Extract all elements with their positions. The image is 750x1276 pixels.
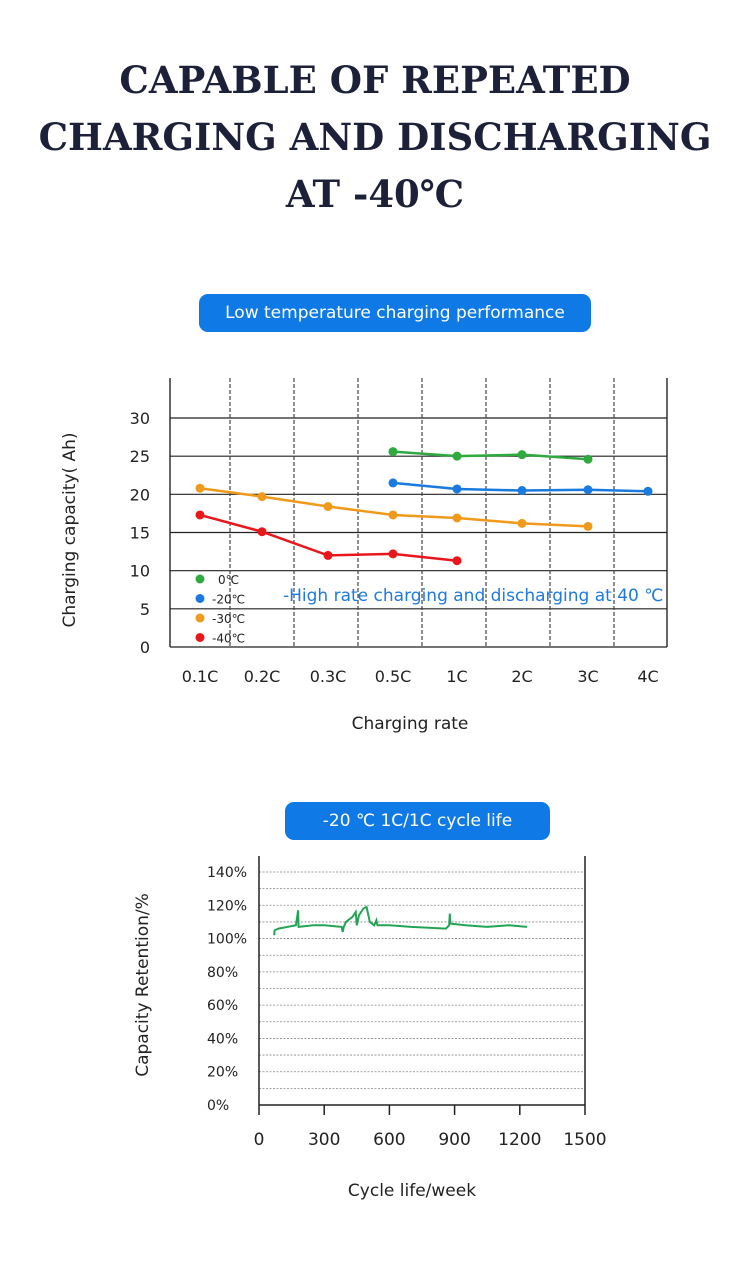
chart1-data-point (388, 478, 398, 488)
chart1-data-point (257, 492, 267, 502)
chart1-data-point (583, 485, 593, 495)
chart1-data-point (452, 484, 462, 494)
chart1-title-pill: Low temperature charging performance (199, 294, 591, 332)
chart1-data-point (195, 483, 205, 493)
chart1-y-tick: 25 (130, 447, 150, 466)
chart1-legend-marker (195, 633, 205, 642)
chart2-x-tick: 900 (438, 1130, 470, 1150)
chart1-legend-label: 0℃ (218, 573, 239, 587)
chart1-y-label: Charging capacity( Ah) (60, 432, 80, 627)
chart1-data-point (195, 510, 205, 520)
chart1-data-point (452, 513, 462, 523)
chart1-y-tick: 5 (140, 600, 150, 619)
chart2-title-pill: -20 ℃ 1C/1C cycle life (285, 802, 550, 840)
chart1-y-tick: 10 (130, 562, 150, 581)
chart1-legend-label: -20℃ (212, 593, 245, 607)
chart1-data-point (323, 502, 333, 512)
headline-line-1: CAPABLE OF REPEATED (119, 58, 631, 102)
chart1-data-point (643, 486, 653, 496)
chart2-x-tick: 1200 (498, 1130, 541, 1150)
chart2-y-tick: 60% (207, 998, 238, 1014)
chart1-x-tick: 0.1C (182, 667, 219, 686)
chart1-annotation: -High rate charging and discharging at 4… (283, 586, 663, 606)
chart1-data-point (388, 510, 398, 520)
headline-line-2: CHARGING AND DISCHARGING (38, 115, 712, 159)
chart2-y-label: Capacity Retention/% (133, 893, 153, 1077)
chart2-x-tick: 600 (373, 1130, 405, 1150)
chart1-x-tick: 4C (637, 667, 658, 686)
chart1-x-tick: 0.3C (310, 667, 347, 686)
chart2-series-line (273, 905, 528, 936)
headline-line-3: AT -40℃ (285, 172, 465, 216)
chart1-y-tick: 15 (130, 524, 150, 543)
chart1-data-point (452, 451, 462, 461)
chart2-y-tick: 100% (207, 932, 247, 948)
chart2-y-tick: 40% (207, 1031, 238, 1047)
chart2-x-tick: 300 (308, 1130, 340, 1150)
chart1-x-tick: 0.5C (375, 667, 412, 686)
chart1-data-point (517, 450, 527, 460)
chart1-data-point (452, 556, 462, 566)
chart1-data-point (583, 521, 593, 531)
chart1-x-tick: 1C (446, 667, 467, 686)
chart2-y-tick: 20% (207, 1065, 238, 1081)
chart1-data-point (257, 527, 267, 537)
chart1-x-tick: 0.2C (244, 667, 281, 686)
chart1-data-point (583, 454, 593, 464)
chart1-series-line (392, 450, 589, 461)
chart1-x-label: Charging rate (352, 714, 469, 734)
chart1-y-tick: 0 (140, 638, 150, 657)
chart2-x-tick: 1500 (563, 1130, 606, 1150)
chart1-data-point (517, 518, 527, 528)
chart1-data-point (388, 447, 398, 457)
chart2-x-tick: 0 (254, 1130, 265, 1150)
chart1-x-tick: 3C (577, 667, 598, 686)
chart2-y-tick: 140% (207, 865, 247, 881)
chart1-data-point (517, 486, 527, 496)
chart1-x-tick: 2C (511, 667, 532, 686)
chart1-data-point (323, 550, 333, 560)
chart1-legend-marker (195, 594, 205, 603)
chart1-y-tick: 30 (130, 409, 150, 428)
chart1-legend-label: -40℃ (212, 632, 245, 646)
chart2-x-label: Cycle life/week (348, 1181, 476, 1201)
chart2-y-tick: 0% (207, 1098, 229, 1114)
chart1-legend-marker (195, 613, 205, 623)
chart1-data-point (388, 549, 398, 559)
chart2-y-tick: 80% (207, 965, 238, 981)
chart1-legend-label: -30℃ (212, 612, 245, 626)
chart2-y-tick: 120% (207, 898, 247, 914)
chart1-y-tick: 20 (130, 485, 150, 504)
chart1-legend-marker (195, 574, 205, 584)
